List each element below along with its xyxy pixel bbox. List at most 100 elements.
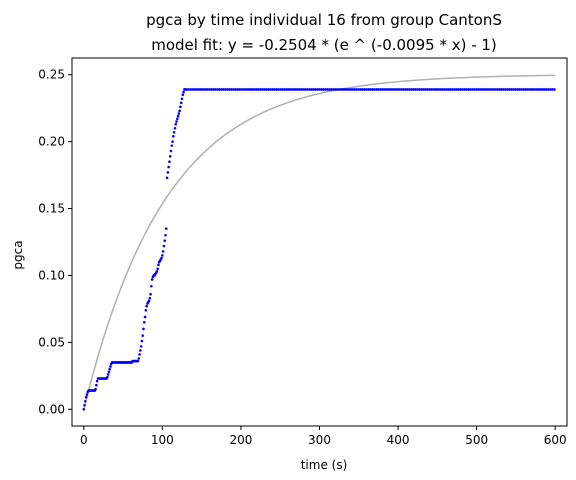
x-tick-label: 400 (387, 433, 410, 447)
data-point (485, 88, 489, 91)
data-point (532, 88, 536, 91)
scatter-points (82, 88, 556, 411)
data-point (107, 370, 111, 374)
data-point (338, 88, 342, 91)
data-point (165, 176, 169, 180)
data-point (106, 373, 110, 376)
data-point (544, 88, 548, 91)
data-point (357, 88, 360, 91)
data-point (508, 88, 511, 91)
data-point (149, 292, 152, 296)
data-point (175, 117, 179, 121)
data-point (399, 88, 403, 91)
data-point (261, 88, 264, 91)
data-point (397, 88, 401, 91)
chart-title: pgca by time individual 16 from group Ca… (146, 11, 502, 29)
data-point (412, 88, 415, 91)
data-point (265, 88, 268, 91)
data-point (214, 88, 217, 91)
data-point (143, 315, 147, 319)
data-point (150, 284, 153, 288)
data-point (540, 88, 544, 91)
data-point (84, 395, 88, 399)
data-point (197, 88, 201, 91)
data-point (520, 88, 524, 91)
data-point (381, 88, 385, 91)
data-point (168, 160, 171, 164)
data-point (297, 88, 301, 91)
data-point (250, 88, 254, 91)
data-point (224, 88, 227, 91)
data-point (352, 88, 356, 91)
data-point (471, 88, 475, 91)
data-point (240, 88, 244, 91)
data-point (106, 375, 109, 379)
data-point (172, 134, 175, 138)
data-point (145, 304, 148, 308)
y-tick-label: 0.15 (38, 202, 65, 216)
data-point (367, 88, 370, 91)
data-point (383, 88, 387, 91)
data-point (430, 88, 434, 91)
chart-subtitle: model fit: y = -0.2504 * (e ^ (-0.0095 *… (151, 36, 497, 54)
data-point (236, 88, 240, 91)
data-point (246, 88, 250, 91)
data-point (534, 88, 538, 91)
data-point (138, 353, 141, 356)
data-point (457, 88, 460, 91)
data-point (404, 88, 407, 91)
data-point (418, 88, 421, 91)
data-point (344, 88, 348, 91)
y-tick-label: 0.10 (38, 268, 65, 282)
data-point (207, 88, 211, 91)
data-point (512, 88, 515, 91)
data-point (489, 88, 493, 91)
y-axis-label: pgca (11, 240, 25, 269)
data-point (141, 334, 145, 337)
data-point (209, 88, 213, 91)
x-tick-label: 500 (465, 433, 488, 447)
data-point (142, 320, 146, 324)
data-point (524, 88, 528, 91)
data-point (436, 88, 440, 91)
data-point (109, 365, 112, 368)
data-point (389, 88, 393, 91)
data-point (203, 88, 207, 91)
data-point (256, 88, 260, 91)
x-tick-label: 600 (544, 433, 567, 447)
data-point (375, 88, 379, 91)
data-point (199, 88, 203, 91)
data-point (518, 88, 521, 91)
data-point (140, 339, 144, 343)
data-point (171, 140, 174, 143)
data-point (232, 88, 235, 91)
data-point (334, 88, 338, 91)
data-point (444, 88, 448, 91)
data-point (336, 88, 340, 91)
data-point (401, 88, 405, 91)
data-point (467, 88, 470, 91)
y-tick-label: 0.20 (38, 135, 65, 149)
data-point (359, 88, 362, 91)
fit-curve (83, 74, 556, 410)
data-point (391, 88, 395, 91)
data-point (487, 88, 491, 91)
y-tick-label: 0.05 (38, 335, 65, 349)
data-point (226, 88, 229, 91)
data-point (174, 122, 178, 126)
data-point (350, 88, 354, 91)
data-point (348, 88, 352, 91)
data-point (83, 403, 86, 407)
data-point (160, 256, 163, 260)
data-point (193, 88, 197, 91)
data-point (504, 88, 507, 91)
data-point (176, 114, 180, 118)
data-point (377, 88, 381, 91)
data-point (491, 88, 495, 91)
data-point (222, 88, 225, 91)
data-point (301, 88, 305, 91)
data-point (547, 88, 550, 91)
x-axis-label: time (s) (301, 458, 348, 472)
